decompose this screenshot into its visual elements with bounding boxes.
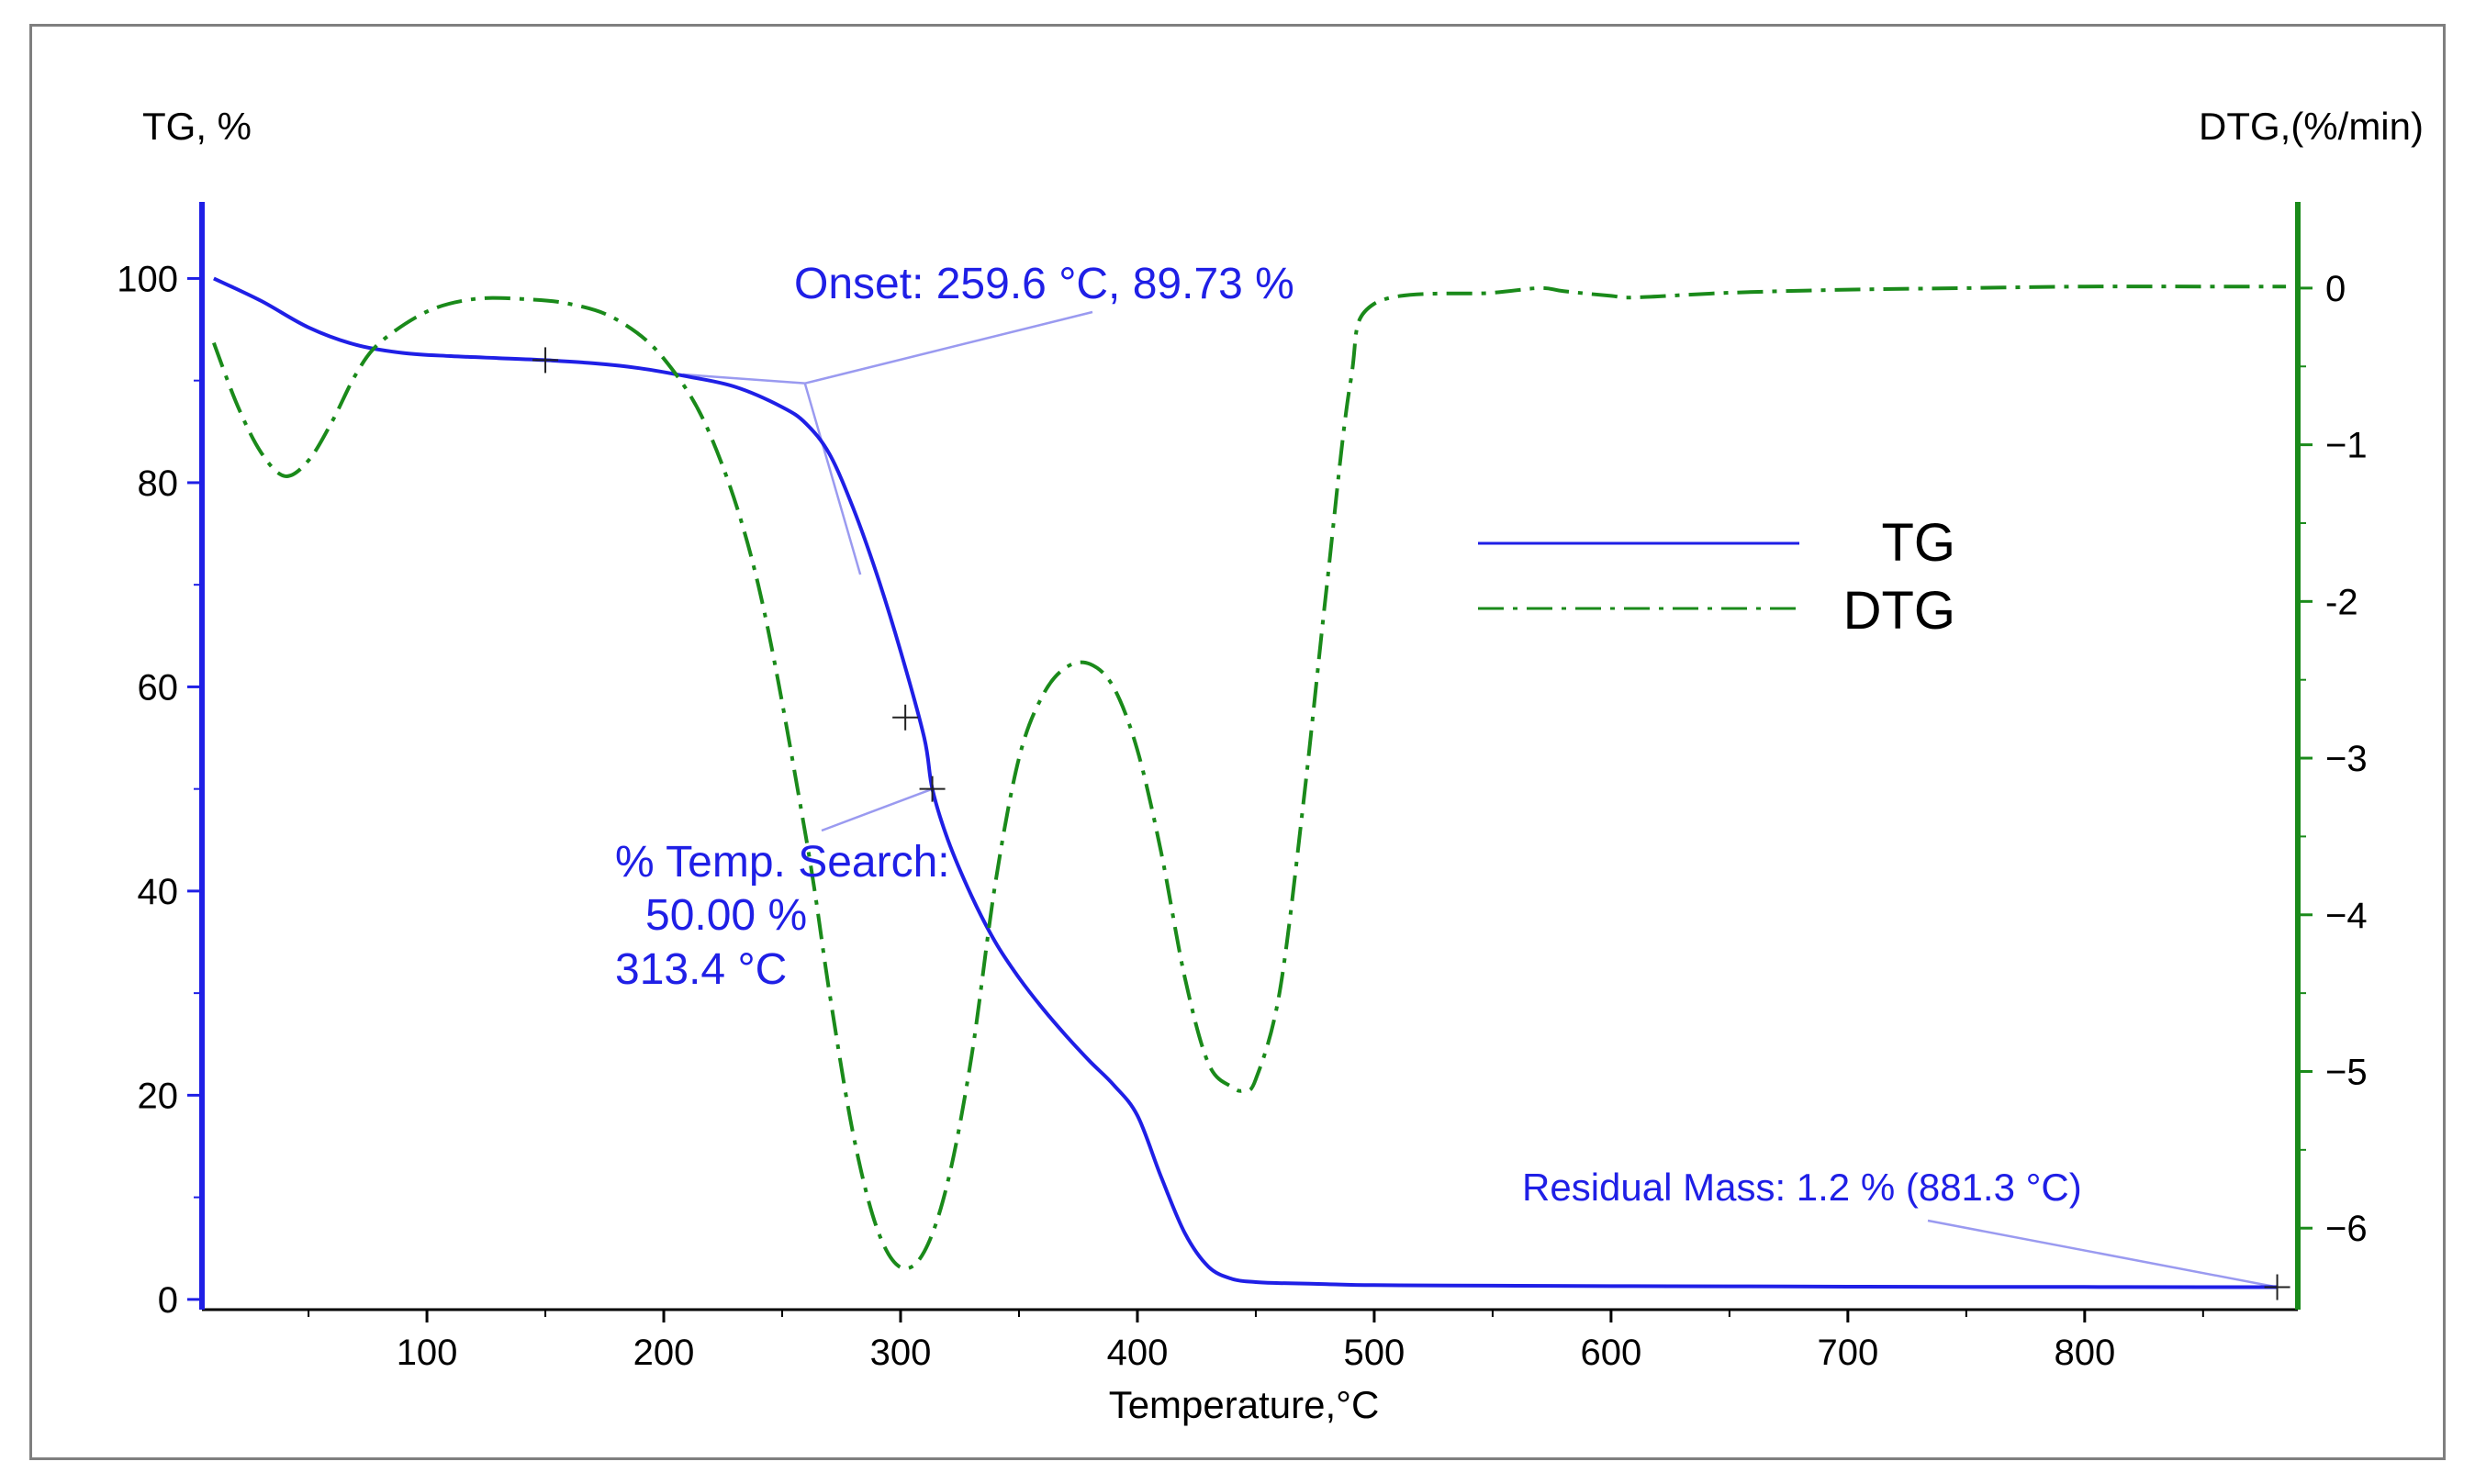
x-tick-label: 800 xyxy=(2054,1333,2115,1373)
plot-area: 100 200 300 400 500 600 700 800 0 20 40 60 80 100 0 −… xyxy=(117,202,2368,1373)
right-tick-label: −6 xyxy=(2325,1209,2368,1249)
cross-marker xyxy=(892,704,919,731)
left-y-axis-ticks: 0 20 40 60 80 100 xyxy=(117,259,202,1321)
temp-search-leader-line xyxy=(821,787,934,832)
right-tick-label: −3 xyxy=(2325,739,2368,779)
right-y-axis-ticks: 0 −1 -2 −3 −4 −5 −6 xyxy=(2298,269,2368,1249)
x-tick-label: 200 xyxy=(633,1333,695,1373)
right-tick-label: −5 xyxy=(2325,1053,2368,1093)
temp-search-annotation-temperature: 313.4 °C xyxy=(615,945,787,994)
residual-leader-line xyxy=(1927,1219,2278,1289)
cross-marker xyxy=(532,347,559,374)
legend-label-tg: TG xyxy=(1881,513,1955,573)
right-tick-label: -2 xyxy=(2325,582,2358,622)
left-tick-label: 40 xyxy=(138,872,179,912)
legend-label-dtg: DTG xyxy=(1843,581,1955,641)
onset-baseline-tangent xyxy=(682,373,805,385)
x-tick-label: 500 xyxy=(1344,1333,1405,1373)
series-line-tg xyxy=(213,276,2278,1289)
left-tick-label: 0 xyxy=(158,1280,178,1321)
cross-marker xyxy=(2264,1274,2290,1300)
x-tick-label: 100 xyxy=(397,1333,458,1373)
temp-search-annotation-title: % Temp. Search: xyxy=(615,838,950,887)
right-tick-label: −1 xyxy=(2325,426,2368,466)
left-y-axis-title: TG, % xyxy=(142,105,252,148)
series-line-dtg xyxy=(212,285,2287,1271)
x-tick-label: 700 xyxy=(1817,1333,1878,1373)
left-tick-label: 80 xyxy=(138,463,179,504)
left-tick-label: 100 xyxy=(117,259,178,299)
x-axis-title: Temperature,°C xyxy=(1109,1383,1380,1426)
x-tick-label: 600 xyxy=(1581,1333,1642,1373)
x-axis-ticks: 100 200 300 400 500 600 700 800 xyxy=(308,1310,2204,1373)
x-tick-label: 400 xyxy=(1107,1333,1169,1373)
right-tick-label: −4 xyxy=(2325,896,2368,936)
chart-frame xyxy=(29,24,2446,1460)
legend: TG DTG xyxy=(1478,513,1955,641)
temp-search-annotation-percent: 50.00 % xyxy=(645,891,807,940)
left-tick-label: 20 xyxy=(138,1076,179,1116)
series-layer xyxy=(212,276,2287,1289)
onset-annotation: Onset: 259.6 °C, 89.73 % xyxy=(794,260,1294,308)
onset-leader-line xyxy=(804,310,1093,385)
annotation-leaders xyxy=(682,310,2278,1289)
onset-steep-tangent xyxy=(803,383,862,575)
marker-layer xyxy=(532,347,2290,1300)
right-tick-label: 0 xyxy=(2325,269,2346,309)
right-y-axis-title: DTG,(%/min) xyxy=(2199,105,2424,148)
x-tick-label: 300 xyxy=(870,1333,932,1373)
left-tick-label: 60 xyxy=(138,667,179,708)
residual-mass-annotation: Residual Mass: 1.2 % (881.3 °C) xyxy=(1522,1166,2082,1209)
cross-marker xyxy=(919,775,946,802)
